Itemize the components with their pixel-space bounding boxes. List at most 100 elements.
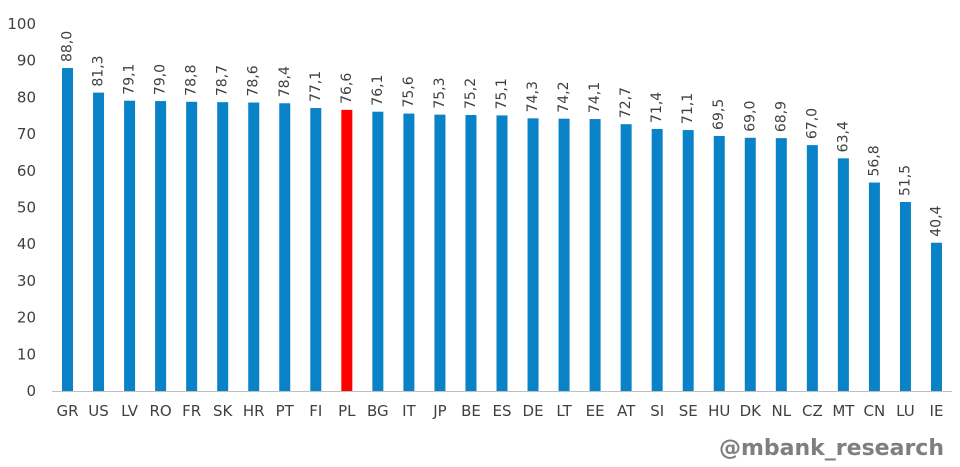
data-label: 67,0 xyxy=(804,108,820,139)
x-tick-label: HR xyxy=(243,402,265,420)
bar-gr xyxy=(62,68,74,391)
y-tick-label: 70 xyxy=(17,125,36,143)
bar-hu xyxy=(713,135,725,391)
y-tick-label: 30 xyxy=(17,272,36,290)
data-label: 51,5 xyxy=(897,165,913,196)
bar-lv xyxy=(124,100,136,391)
x-tick-label: AT xyxy=(617,402,636,420)
data-label: 75,6 xyxy=(401,76,417,107)
data-label: 77,1 xyxy=(308,71,324,102)
data-label: 74,2 xyxy=(556,82,572,113)
bar-dk xyxy=(744,137,756,391)
x-tick-label: EE xyxy=(586,402,605,420)
bar-fi xyxy=(310,108,322,391)
data-label: 78,4 xyxy=(277,66,293,97)
data-label: 69,0 xyxy=(742,101,758,132)
y-tick-label: 90 xyxy=(17,52,36,70)
x-tick-label: NL xyxy=(772,402,792,420)
x-tick-label: LU xyxy=(896,402,915,420)
bar-si xyxy=(651,128,663,391)
y-tick-label: 10 xyxy=(17,345,36,363)
x-tick-label: GR xyxy=(56,402,78,420)
data-label: 71,1 xyxy=(680,93,696,124)
bar-pt xyxy=(279,103,291,391)
bar-es xyxy=(496,115,508,392)
y-tick-label: 100 xyxy=(7,15,36,33)
bar-bg xyxy=(372,111,384,391)
data-label: 68,9 xyxy=(773,101,789,132)
bar-lu xyxy=(899,201,911,391)
x-axis: GR US LV RO FR SK HR PT FI PL BG IT JP BE ES DE LT EE AT SI… xyxy=(52,391,952,420)
data-label: 76,1 xyxy=(370,75,386,106)
data-label: 78,8 xyxy=(184,65,200,96)
bar-it xyxy=(403,113,415,391)
bar-jp xyxy=(434,114,446,392)
data-label: 74,3 xyxy=(525,81,541,112)
bar-sk xyxy=(217,102,229,392)
bar-ro xyxy=(155,101,167,391)
x-tick-label: MT xyxy=(832,402,855,420)
data-label: 78,6 xyxy=(246,65,262,96)
data-label: 88,0 xyxy=(60,31,76,62)
x-tick-label: CZ xyxy=(802,402,823,420)
bar-be xyxy=(465,115,477,392)
data-label: 79,1 xyxy=(122,64,138,95)
bar-fr xyxy=(186,101,198,391)
x-tick-label: SE xyxy=(679,402,698,420)
bar-cz xyxy=(806,145,818,391)
x-tick-label: FR xyxy=(182,402,201,420)
y-tick-label: 80 xyxy=(17,88,36,106)
bar-pl xyxy=(341,109,353,392)
data-label: 75,2 xyxy=(463,78,479,109)
x-tick-label: IT xyxy=(402,402,416,420)
bars xyxy=(62,68,942,392)
data-label: 76,6 xyxy=(339,73,355,104)
x-tick-label: PL xyxy=(338,402,356,420)
x-tick-label: SK xyxy=(213,402,234,420)
data-labels: 88,0 81,3 79,1 79,0 78,8 78,7 78,6 78,4 77,1 76,6… xyxy=(60,31,945,237)
data-label: 40,4 xyxy=(928,205,944,236)
bar-se xyxy=(682,130,694,392)
x-tick-label: US xyxy=(88,402,109,420)
y-axis: 0 10 20 30 40 50 60 70 80 90 100 xyxy=(7,15,36,400)
data-label: 74,1 xyxy=(587,82,603,113)
x-tick-label: IE xyxy=(930,402,944,420)
watermark: @mbank_research xyxy=(719,436,944,461)
y-tick-label: 0 xyxy=(26,382,36,400)
x-tick-label: BG xyxy=(367,402,389,420)
y-tick-label: 20 xyxy=(17,309,36,327)
data-label: 79,0 xyxy=(153,64,169,95)
bar-nl xyxy=(775,138,787,391)
data-label: 75,3 xyxy=(432,77,448,108)
bar-mt xyxy=(837,158,849,391)
bar-ie xyxy=(930,242,942,391)
data-label: 56,8 xyxy=(866,145,882,176)
bar-lt xyxy=(558,118,570,391)
data-label: 71,4 xyxy=(649,92,665,123)
data-label: 75,1 xyxy=(494,78,510,109)
y-tick-label: 60 xyxy=(17,162,36,180)
x-tick-label: CN xyxy=(864,402,886,420)
bar-ee xyxy=(589,119,601,391)
x-tick-label: ES xyxy=(493,402,512,420)
x-tick-label: RO xyxy=(150,402,172,420)
x-tick-label: HU xyxy=(708,402,730,420)
x-tick-label: PT xyxy=(276,402,295,420)
x-tick-label: LV xyxy=(121,402,139,420)
bar-cn xyxy=(868,182,880,391)
data-label: 72,7 xyxy=(618,87,634,118)
x-tick-label: DK xyxy=(740,402,763,420)
bar-de xyxy=(527,118,539,391)
x-tick-label: LT xyxy=(556,402,572,420)
x-tick-label: FI xyxy=(309,402,322,420)
bar-us xyxy=(93,92,105,391)
data-label: 78,7 xyxy=(215,65,231,96)
bar-hr xyxy=(248,102,260,392)
x-tick-label: JP xyxy=(432,402,446,420)
data-label: 69,5 xyxy=(711,99,727,130)
data-label: 81,3 xyxy=(91,55,107,86)
x-tick-label: DE xyxy=(523,402,544,420)
bar-at xyxy=(620,124,632,391)
x-tick-label: SI xyxy=(650,402,664,420)
